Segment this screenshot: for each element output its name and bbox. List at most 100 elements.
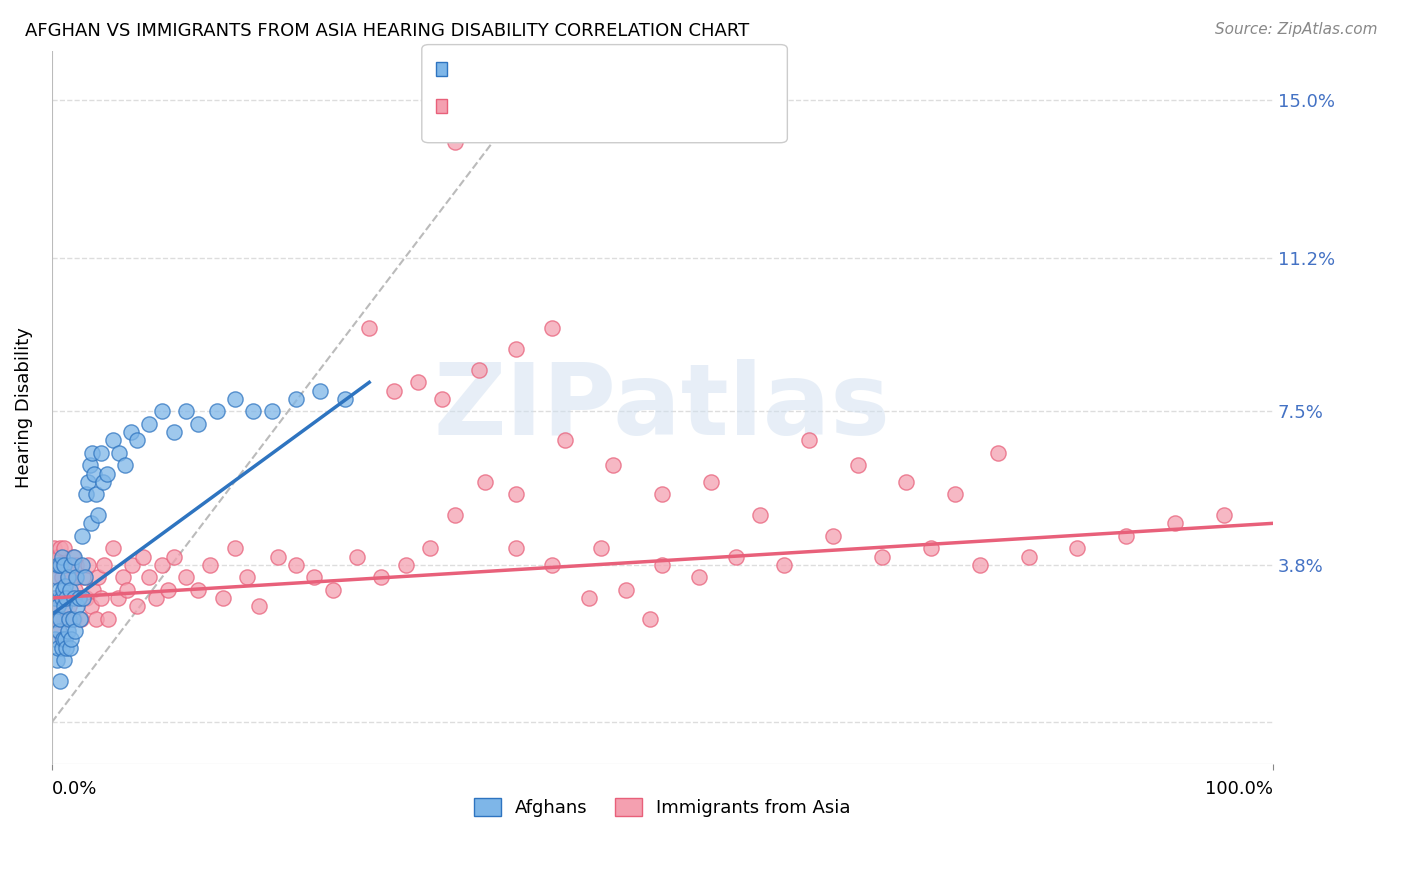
Point bbox=[44, 612, 66, 626]
Point bbox=[266, 549, 288, 564]
Point bbox=[797, 434, 820, 448]
Point bbox=[505, 342, 527, 356]
Point bbox=[1164, 516, 1187, 531]
Point bbox=[80, 516, 103, 531]
Point bbox=[395, 558, 418, 572]
Point bbox=[82, 582, 104, 597]
Point bbox=[156, 582, 179, 597]
Point bbox=[101, 434, 124, 448]
Point bbox=[60, 591, 83, 605]
Point bbox=[67, 591, 90, 605]
Point bbox=[150, 558, 173, 572]
Point bbox=[56, 624, 79, 639]
Point bbox=[1213, 508, 1236, 522]
Legend: Afghans, Immigrants from Asia: Afghans, Immigrants from Asia bbox=[464, 789, 860, 826]
Point bbox=[75, 487, 97, 501]
Point bbox=[51, 570, 73, 584]
Point bbox=[75, 591, 97, 605]
Point bbox=[870, 549, 893, 564]
Point bbox=[602, 458, 624, 473]
Point bbox=[284, 558, 307, 572]
Point bbox=[56, 570, 79, 584]
Point bbox=[96, 467, 118, 481]
Point bbox=[700, 475, 723, 489]
Point bbox=[370, 570, 392, 584]
Point bbox=[84, 487, 107, 501]
Point bbox=[651, 558, 673, 572]
Point bbox=[51, 632, 73, 647]
Point bbox=[63, 624, 86, 639]
Point bbox=[309, 384, 332, 398]
Point bbox=[87, 508, 110, 522]
Point bbox=[749, 508, 772, 522]
Point bbox=[55, 612, 77, 626]
Point bbox=[591, 541, 613, 556]
Point bbox=[111, 570, 134, 584]
Point bbox=[224, 392, 246, 406]
Point bbox=[66, 599, 89, 614]
Point bbox=[62, 612, 84, 626]
Point bbox=[53, 558, 76, 572]
Point bbox=[651, 487, 673, 501]
Point bbox=[49, 591, 72, 605]
Point bbox=[70, 612, 93, 626]
Point bbox=[896, 475, 918, 489]
Point bbox=[56, 570, 79, 584]
Point bbox=[46, 558, 69, 572]
Point bbox=[132, 549, 155, 564]
Point bbox=[432, 392, 454, 406]
Point bbox=[724, 549, 747, 564]
Point bbox=[52, 582, 75, 597]
Point bbox=[44, 591, 66, 605]
Text: 0.0%: 0.0% bbox=[52, 780, 97, 797]
Point bbox=[247, 599, 270, 614]
Point bbox=[138, 570, 160, 584]
Point bbox=[65, 558, 87, 572]
Point bbox=[150, 404, 173, 418]
Point bbox=[48, 582, 70, 597]
Point bbox=[322, 582, 344, 597]
Point bbox=[52, 632, 75, 647]
Point bbox=[52, 612, 75, 626]
Point bbox=[108, 446, 131, 460]
Point bbox=[84, 612, 107, 626]
Point bbox=[72, 529, 94, 543]
Point bbox=[163, 549, 186, 564]
Point bbox=[163, 425, 186, 439]
Point bbox=[846, 458, 869, 473]
Point bbox=[77, 475, 100, 489]
Text: 100.0%: 100.0% bbox=[1205, 780, 1272, 797]
Point bbox=[63, 582, 86, 597]
Text: R = 0.233: R = 0.233 bbox=[450, 103, 533, 120]
Point bbox=[44, 632, 66, 647]
Point bbox=[44, 541, 66, 556]
Point bbox=[468, 363, 491, 377]
Point bbox=[101, 541, 124, 556]
Point bbox=[127, 434, 149, 448]
Point bbox=[187, 417, 209, 431]
Point bbox=[83, 467, 105, 481]
Point bbox=[93, 558, 115, 572]
Point bbox=[200, 558, 222, 572]
Point bbox=[260, 404, 283, 418]
Point bbox=[45, 549, 67, 564]
Point bbox=[62, 612, 84, 626]
Point bbox=[1115, 529, 1137, 543]
Point bbox=[90, 446, 112, 460]
Point bbox=[1066, 541, 1088, 556]
Point bbox=[943, 487, 966, 501]
Point bbox=[44, 558, 66, 572]
Point bbox=[419, 541, 441, 556]
Point bbox=[72, 558, 94, 572]
Point bbox=[505, 541, 527, 556]
Point bbox=[46, 624, 69, 639]
Point bbox=[52, 541, 75, 556]
Point bbox=[174, 570, 197, 584]
Point bbox=[304, 570, 326, 584]
Point bbox=[638, 612, 661, 626]
Point bbox=[541, 321, 564, 335]
Point bbox=[62, 591, 84, 605]
Point bbox=[46, 570, 69, 584]
Point bbox=[62, 549, 84, 564]
Point bbox=[554, 434, 576, 448]
